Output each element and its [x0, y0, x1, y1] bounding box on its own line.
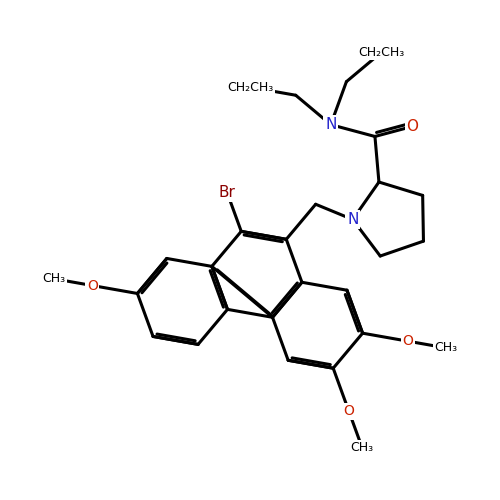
- Text: CH₃: CH₃: [42, 272, 66, 285]
- Text: N: N: [347, 212, 358, 227]
- Text: O: O: [402, 334, 413, 348]
- Text: CH₂CH₃: CH₂CH₃: [358, 46, 405, 59]
- Text: CH₂CH₃: CH₂CH₃: [228, 81, 274, 94]
- Text: CH₃: CH₃: [350, 441, 374, 454]
- Text: N: N: [325, 117, 336, 132]
- Text: CH₃: CH₃: [434, 342, 458, 354]
- Text: O: O: [344, 404, 354, 418]
- Text: O: O: [406, 119, 418, 134]
- Text: Br: Br: [218, 185, 236, 200]
- Text: O: O: [87, 278, 98, 292]
